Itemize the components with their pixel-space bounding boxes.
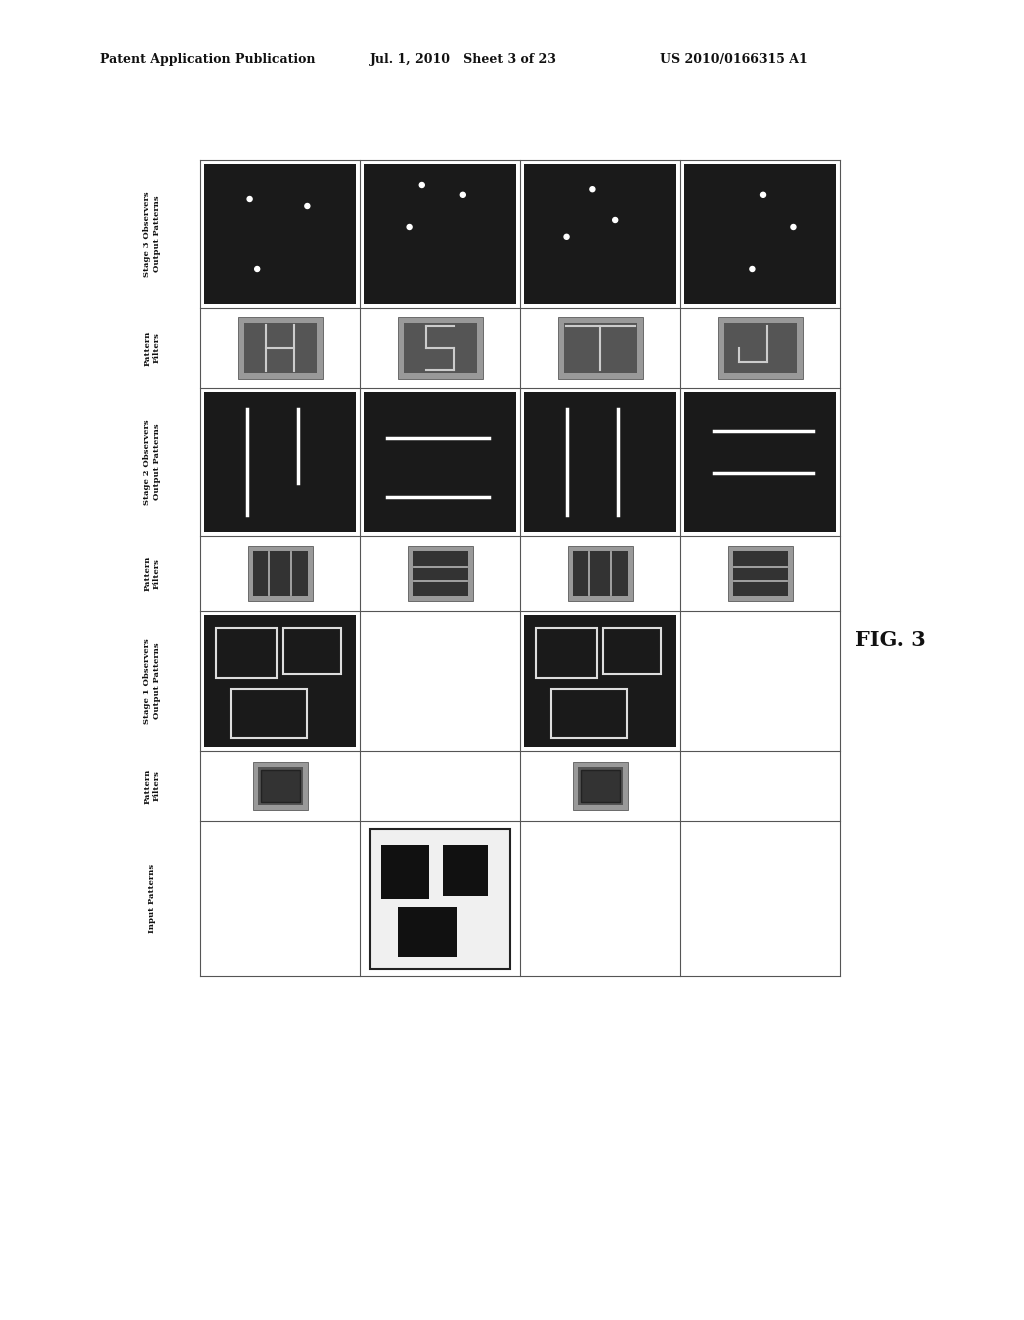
Bar xyxy=(204,392,356,532)
Bar xyxy=(603,628,660,675)
Bar xyxy=(578,767,623,805)
Text: Stage 3 Observers
Output Patterns: Stage 3 Observers Output Patterns xyxy=(143,191,161,277)
Circle shape xyxy=(761,193,766,197)
Circle shape xyxy=(791,224,796,230)
Bar xyxy=(684,392,836,532)
Bar xyxy=(572,762,628,810)
Text: US 2010/0166315 A1: US 2010/0166315 A1 xyxy=(660,54,808,66)
Text: Stage 1 Observers
Output Patterns: Stage 1 Observers Output Patterns xyxy=(143,638,161,723)
Bar xyxy=(381,845,429,899)
Bar xyxy=(244,323,316,374)
Circle shape xyxy=(419,182,424,187)
Text: Pattern
Filters: Pattern Filters xyxy=(143,556,161,591)
Bar xyxy=(718,317,803,379)
Bar xyxy=(727,546,793,601)
Bar xyxy=(413,550,468,597)
Circle shape xyxy=(590,186,595,191)
Bar xyxy=(732,550,787,597)
Text: Input Patterns: Input Patterns xyxy=(148,863,156,933)
Bar xyxy=(567,546,633,601)
Bar xyxy=(397,317,482,379)
Bar xyxy=(216,628,276,678)
Bar xyxy=(370,829,510,969)
Bar xyxy=(398,907,457,957)
Text: Pattern
Filters: Pattern Filters xyxy=(143,330,161,366)
Bar xyxy=(257,767,302,805)
Bar xyxy=(581,770,620,803)
Bar xyxy=(364,164,516,304)
Circle shape xyxy=(305,203,310,209)
Circle shape xyxy=(255,267,260,272)
Bar xyxy=(204,615,356,747)
Bar xyxy=(248,546,312,601)
Circle shape xyxy=(461,193,465,197)
Bar xyxy=(572,550,628,597)
Bar xyxy=(724,323,797,374)
Circle shape xyxy=(750,267,755,272)
Bar xyxy=(231,689,307,738)
Text: Pattern
Filters: Pattern Filters xyxy=(143,768,161,804)
Text: Jul. 1, 2010   Sheet 3 of 23: Jul. 1, 2010 Sheet 3 of 23 xyxy=(370,54,557,66)
Bar xyxy=(524,392,676,532)
Bar xyxy=(253,550,307,597)
Circle shape xyxy=(247,197,252,202)
Bar xyxy=(283,628,341,675)
Bar xyxy=(364,392,516,532)
Bar xyxy=(537,628,597,678)
Text: FIG. 3: FIG. 3 xyxy=(855,630,926,649)
Bar xyxy=(408,546,472,601)
Bar xyxy=(442,845,487,896)
Bar xyxy=(557,317,642,379)
Bar xyxy=(238,317,323,379)
Bar xyxy=(684,164,836,304)
Bar xyxy=(204,164,356,304)
Circle shape xyxy=(612,218,617,223)
Bar xyxy=(551,689,628,738)
Bar xyxy=(524,164,676,304)
Bar xyxy=(403,323,476,374)
Bar xyxy=(524,615,676,747)
Text: Patent Application Publication: Patent Application Publication xyxy=(100,54,315,66)
Circle shape xyxy=(408,224,412,230)
Text: Stage 2 Observers
Output Patterns: Stage 2 Observers Output Patterns xyxy=(143,420,161,504)
Bar xyxy=(563,323,637,374)
Bar xyxy=(253,762,307,810)
Circle shape xyxy=(564,235,569,239)
Bar xyxy=(260,770,299,803)
